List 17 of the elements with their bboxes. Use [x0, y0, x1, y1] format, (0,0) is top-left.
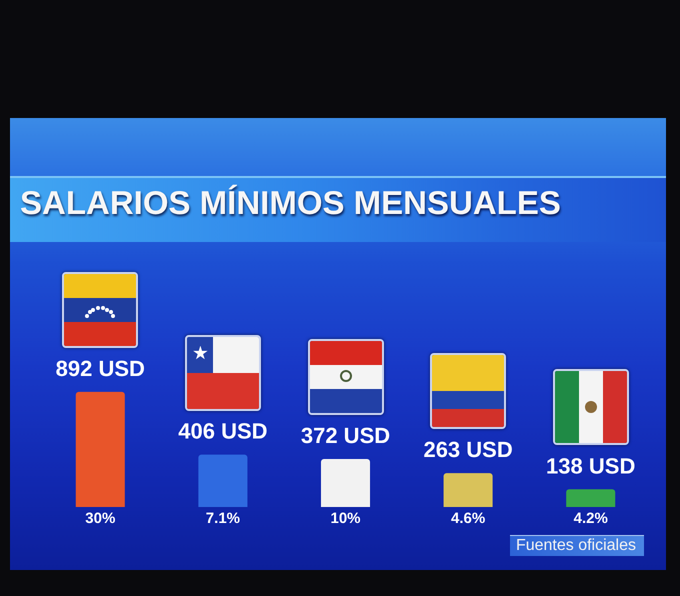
chart-title: SALARIOS MÍNIMOS MENSUALES: [20, 184, 561, 222]
bar: [566, 489, 616, 507]
text: 4.2%: [574, 510, 608, 528]
data-label: 263 USD: [423, 437, 513, 462]
text: 7.1%: [206, 510, 240, 528]
text: 10%: [330, 510, 361, 528]
bar: [320, 459, 370, 507]
data-label: 892 USD: [56, 356, 145, 381]
bar: [444, 473, 493, 507]
text: 4.6%: [451, 510, 486, 528]
data-label: 372 USD: [300, 423, 390, 448]
data-label: 138 USD: [546, 453, 636, 478]
bar: [76, 392, 125, 507]
text: 30%: [85, 510, 116, 528]
data-label: 406 USD: [178, 418, 268, 444]
source-note: Fuentes oficiales: [510, 535, 644, 556]
bar: [198, 454, 248, 507]
